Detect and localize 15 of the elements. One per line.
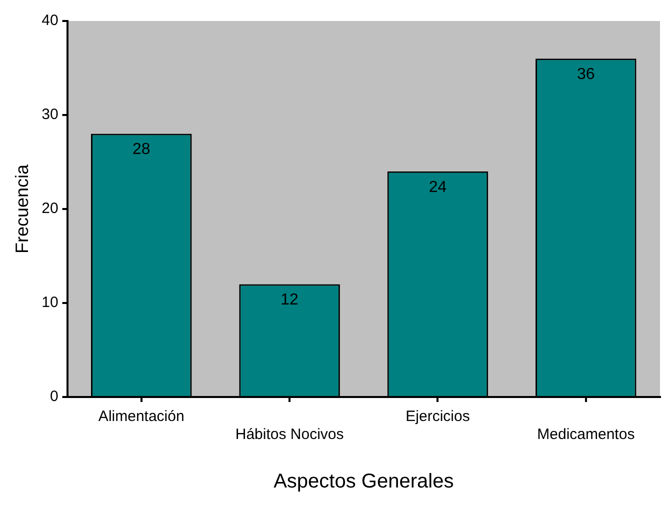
data-label: 12 xyxy=(280,292,299,309)
data-label: 24 xyxy=(428,178,447,196)
y-tick-label: 30 xyxy=(42,106,58,124)
y-axis-title: Frecuencia xyxy=(12,163,32,254)
x-axis-title: Aspectos Generales xyxy=(274,470,454,493)
x-tick-label: Medicamentos xyxy=(537,426,635,444)
x-tick-label: Alimentación xyxy=(98,408,184,426)
x-tick-label: Hábitos Nocivos xyxy=(235,426,344,444)
x-tick-label: Ejercicios xyxy=(406,408,470,426)
y-tick-label: 20 xyxy=(42,200,58,218)
y-tick-label: 0 xyxy=(50,388,58,406)
data-label: 36 xyxy=(577,66,595,84)
y-tick-label: 10 xyxy=(42,294,58,312)
data-label: 28 xyxy=(132,141,150,158)
y-tick-label: 40 xyxy=(42,12,58,30)
